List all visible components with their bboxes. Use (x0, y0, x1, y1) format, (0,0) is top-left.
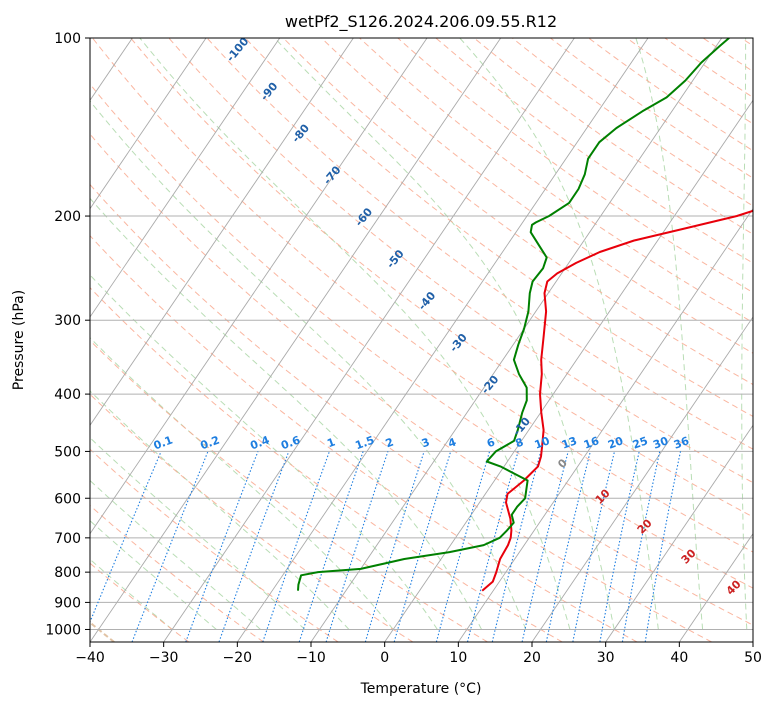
y-tick-label: 100 (54, 31, 81, 47)
y-tick-label: 200 (54, 209, 81, 225)
x-tick-label: −10 (296, 650, 326, 666)
x-tick-label: 20 (523, 650, 541, 666)
x-tick-label: −20 (223, 650, 253, 666)
y-tick-label: 500 (54, 444, 81, 460)
y-tick-label: 300 (54, 313, 81, 329)
plot-area (90, 38, 753, 642)
x-tick-label: 0 (380, 650, 389, 666)
x-tick-label: 50 (744, 650, 762, 666)
x-tick-label: −40 (75, 650, 105, 666)
y-tick-label: 1000 (45, 622, 81, 638)
x-axis-label: Temperature (°C) (360, 681, 482, 697)
chart-title: wetPf2_S126.2024.206.09.55.R12 (285, 12, 557, 32)
x-tick-label: 40 (670, 650, 688, 666)
x-tick-label: 10 (449, 650, 467, 666)
y-axis-label: Pressure (hPa) (11, 290, 27, 390)
y-tick-label: 900 (54, 595, 81, 611)
y-tick-label: 400 (54, 387, 81, 403)
y-tick-label: 800 (54, 565, 81, 581)
y-tick-label: 600 (54, 491, 81, 507)
x-tick-label: −30 (149, 650, 179, 666)
x-tick-label: 30 (597, 650, 615, 666)
y-tick-label: 700 (54, 531, 81, 547)
